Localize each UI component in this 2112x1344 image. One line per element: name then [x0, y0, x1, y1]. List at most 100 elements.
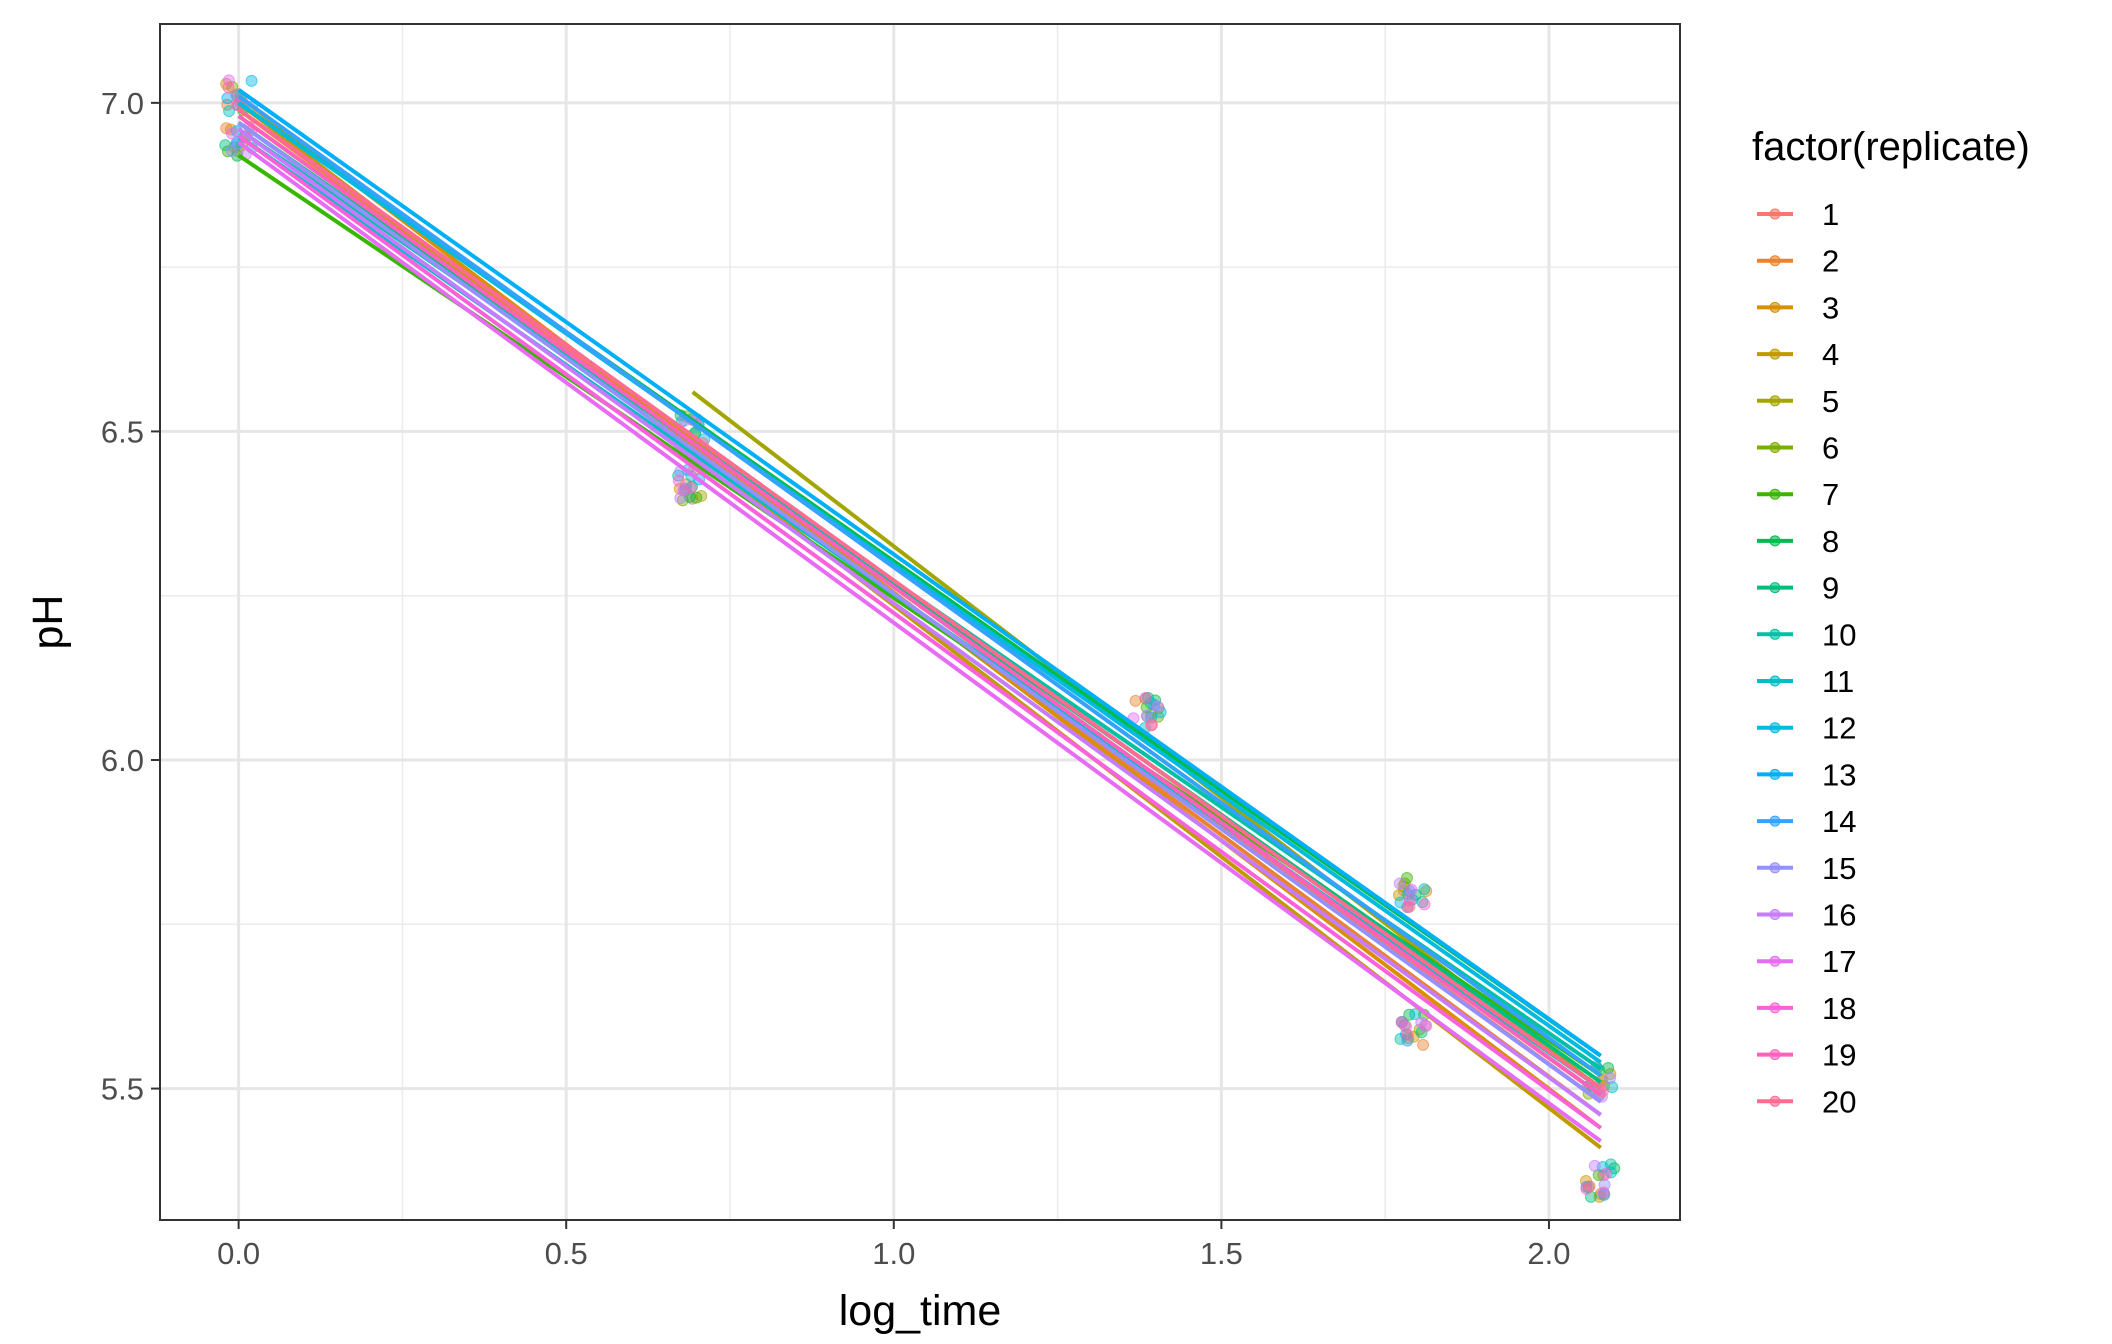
data-point [225, 127, 238, 140]
data-point [1418, 883, 1431, 896]
data-point [684, 482, 697, 495]
plot-panel-border [159, 23, 1681, 1221]
x-tick-label: 1.0 [872, 1236, 915, 1271]
legend-item: 15 [1757, 851, 1856, 886]
legend-key-point [1769, 909, 1781, 920]
data-point [1418, 898, 1431, 911]
y-tick-label: 7.0 [101, 86, 144, 121]
fit-line-14 [237, 94, 1602, 1078]
legend-item-label: 19 [1822, 1038, 1856, 1073]
legend-item-label: 1 [1822, 197, 1839, 232]
legend-key-point [1769, 862, 1781, 874]
legend-item-label: 10 [1822, 617, 1856, 652]
data-point [677, 484, 690, 497]
legend-key-point [1769, 348, 1781, 360]
legend-item-label: 14 [1822, 804, 1856, 839]
data-point [1597, 1186, 1610, 1199]
legend-item-label: 9 [1822, 571, 1839, 606]
data-point [223, 105, 236, 118]
fit-line-19 [237, 114, 1602, 1097]
legend-item: 12 [1757, 711, 1856, 746]
legend-item: 5 [1757, 384, 1839, 419]
legend-item-label: 8 [1822, 524, 1839, 559]
legend-item: 14 [1757, 804, 1856, 839]
legend-item: 6 [1757, 431, 1839, 466]
y-tick-label: 5.5 [101, 1072, 144, 1107]
data-point [1417, 1038, 1430, 1051]
legend-key-point [1769, 675, 1781, 687]
fit-line-16 [237, 127, 1602, 1117]
data-point [1403, 894, 1416, 907]
data-point [1139, 691, 1152, 704]
data-point [1405, 883, 1418, 896]
legend-key-point [1769, 1002, 1781, 1014]
legend-item: 7 [1757, 477, 1839, 512]
data-point [1154, 706, 1167, 719]
fit-lines [237, 88, 1602, 1150]
minor-gridlines [160, 24, 1680, 1220]
data-point [1403, 900, 1416, 913]
legend-item: 4 [1757, 337, 1839, 372]
legend-item: 8 [1757, 524, 1839, 559]
legend-key-point [1769, 535, 1781, 547]
legend-item-label: 18 [1822, 991, 1856, 1026]
legend: factor(replicate) 1234567891011121314151… [1752, 125, 2030, 1119]
legend-item-label: 2 [1822, 244, 1839, 279]
legend-item: 18 [1757, 991, 1856, 1026]
legend-key-point [1769, 488, 1781, 500]
legend-item: 16 [1757, 898, 1856, 933]
legend-key-point [1769, 768, 1781, 780]
data-point [1145, 718, 1158, 731]
data-point [672, 474, 685, 487]
fit-line-9 [237, 120, 1602, 1084]
data-point [1403, 885, 1416, 898]
data-point [1393, 877, 1406, 890]
data-point [1420, 884, 1433, 897]
legend-item-label: 16 [1822, 898, 1856, 933]
data-point [1401, 1028, 1414, 1041]
fit-line-13 [237, 88, 1602, 1058]
legend-key-point [1769, 255, 1781, 267]
fit-line-12 [237, 101, 1602, 1064]
data-point [1588, 1159, 1601, 1172]
legend-item: 9 [1757, 571, 1839, 606]
x-tick-label: 2.0 [1527, 1236, 1570, 1271]
legend-key-point [1769, 722, 1781, 734]
legend-item: 3 [1757, 290, 1839, 325]
major-gridlines [160, 24, 1680, 1220]
y-tick-label: 6.5 [101, 414, 144, 449]
x-axis: 0.0 0.5 1.0 1.5 2.0 [217, 1220, 1571, 1271]
data-point [226, 81, 239, 94]
data-point [1600, 1167, 1613, 1180]
x-tick-label: 0.5 [545, 1236, 588, 1271]
legend-item-label: 15 [1822, 851, 1856, 886]
legend-item-label: 7 [1822, 477, 1839, 512]
legend-item-label: 3 [1822, 290, 1839, 325]
data-point [1140, 709, 1153, 722]
data-point [1403, 1008, 1416, 1021]
data-point [1415, 1026, 1428, 1039]
x-tick-label: 1.5 [1200, 1236, 1243, 1271]
fit-line-17 [237, 140, 1602, 1143]
data-point [1409, 1008, 1422, 1021]
legend-item: 11 [1757, 664, 1854, 699]
y-tick-label: 6.0 [101, 743, 144, 778]
data-point [225, 144, 238, 157]
legend-title: factor(replicate) [1752, 125, 2030, 169]
legend-item-label: 11 [1822, 664, 1854, 699]
legend-key-point [1769, 628, 1781, 640]
legend-item-label: 6 [1822, 431, 1839, 466]
legend-key-point [1769, 1049, 1781, 1061]
legend-key-point [1769, 442, 1781, 453]
legend-item-label: 12 [1822, 711, 1856, 746]
legend-key-point [1769, 1095, 1781, 1107]
x-tick-label: 0.0 [217, 1236, 260, 1271]
legend-item: 19 [1757, 1038, 1856, 1073]
legend-item-label: 17 [1822, 944, 1856, 979]
legend-item-label: 4 [1822, 337, 1839, 372]
data-point [1395, 1016, 1408, 1029]
legend-key-point [1769, 208, 1781, 220]
legend-key-point [1769, 815, 1781, 827]
legend-item-label: 20 [1822, 1084, 1856, 1119]
